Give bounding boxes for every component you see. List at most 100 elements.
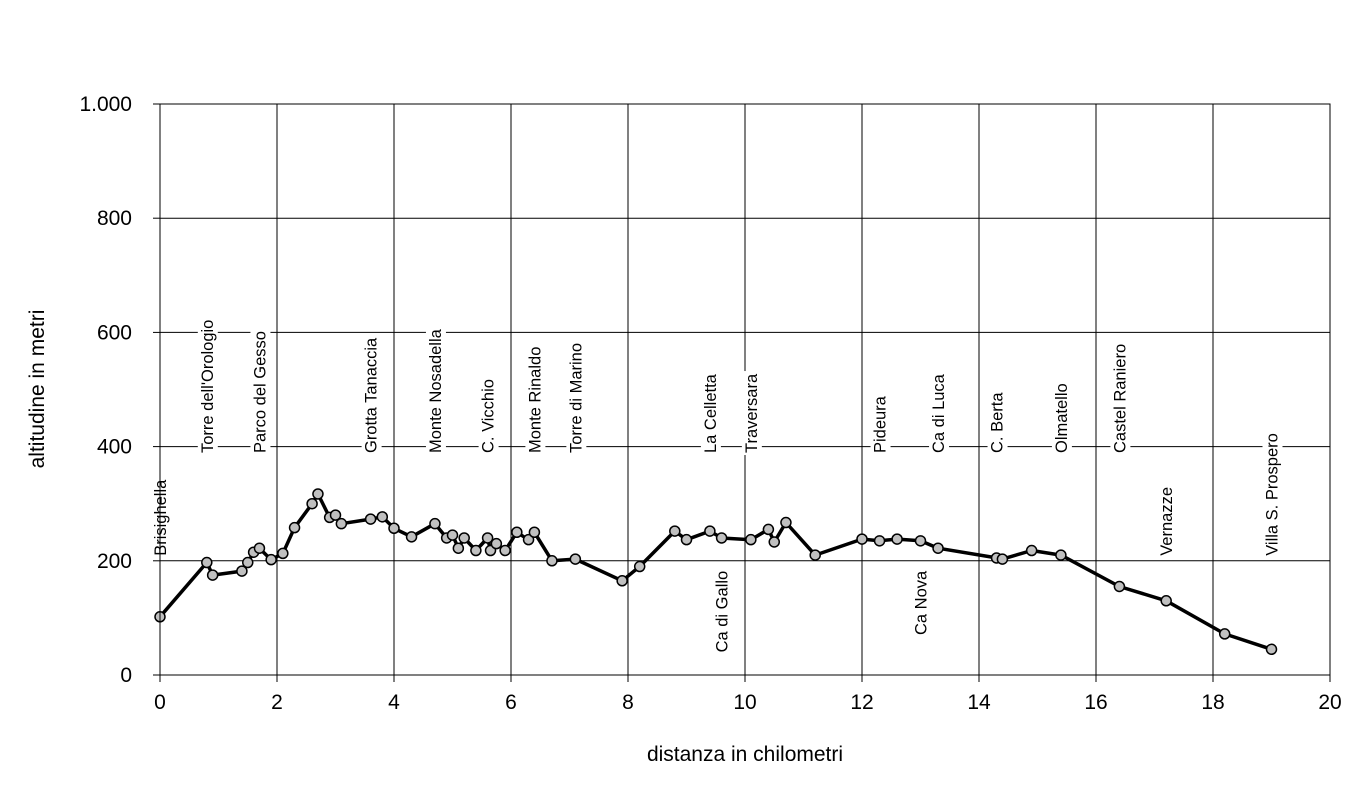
altitude-point: [364, 513, 377, 525]
altitude-line: [158, 492, 1273, 651]
y-tick-label: 0: [120, 664, 132, 687]
altitude-point: [388, 522, 400, 535]
altitude-point: [405, 531, 418, 543]
altitude-point: [680, 533, 693, 546]
place-label-text: Brisighella: [152, 479, 170, 556]
place-label-background: [987, 389, 1008, 456]
place-label: Parco del Gesso: [250, 329, 271, 456]
place-label: Pideura: [870, 393, 891, 456]
altitude-point: [236, 565, 248, 577]
place-label-background: [1262, 431, 1283, 558]
altitude-point: [446, 529, 459, 541]
altitude-point: [242, 556, 254, 569]
altitude-point: [1025, 544, 1038, 557]
place-labels: Brisighella Torre dell'Orologio Parco del …: [151, 317, 1283, 655]
place-label-background: [1157, 485, 1178, 558]
x-tick-label: 0: [154, 691, 166, 714]
place-label-text: C. Berta: [989, 392, 1007, 453]
altitude-point: [633, 560, 646, 573]
plot-frame: [159, 103, 1331, 676]
altitude-point: [452, 542, 465, 554]
altitude-point: [780, 516, 792, 529]
altitude-point: [458, 532, 470, 544]
place-label-text: Monte Rinaldo: [526, 347, 544, 453]
y-tick-label: 600: [97, 321, 132, 344]
place-label-background: [870, 393, 891, 456]
y-tick-label: 800: [97, 207, 132, 230]
place-label: Traversara: [741, 371, 762, 456]
altitude-point: [768, 536, 780, 548]
altitude-point: [201, 556, 213, 569]
altitude-point: [762, 523, 775, 536]
altitude-point: [704, 525, 716, 537]
place-label-background: [250, 329, 271, 456]
x-tick-label: 20: [1318, 691, 1341, 714]
x-tick-label: 12: [850, 691, 873, 714]
x-tick-label: 14: [967, 691, 991, 714]
altitude-point: [376, 511, 389, 523]
y-tick-label: 1.000: [79, 93, 132, 116]
place-label: C. Berta: [987, 389, 1008, 456]
altitude-point: [490, 537, 503, 550]
altitude-point: [996, 553, 1009, 565]
x-tick-label: 10: [733, 691, 756, 714]
place-label-background: [741, 371, 762, 456]
place-label-text: Ca di Gallo: [714, 571, 732, 653]
place-label-text: Traversara: [743, 373, 761, 453]
place-label: Torre di Marino: [566, 340, 587, 456]
place-label-text: Castel Raniero: [1111, 344, 1129, 453]
altitude-point: [253, 542, 266, 554]
x-tick-label: 6: [505, 691, 517, 714]
place-label-background: [361, 334, 382, 456]
y-axis-ticks: 0 200 400 600 800 1.000: [79, 93, 160, 687]
altitude-point: [499, 544, 511, 557]
place-label-text: Torre dell'Orologio: [199, 320, 217, 453]
place-label-background: [478, 377, 499, 456]
y-tick-label: 400: [97, 436, 132, 459]
place-label-text: Monte Nosadella: [427, 328, 445, 453]
place-label-text: Vernazze: [1158, 487, 1176, 556]
place-label: Ca di Luca: [929, 371, 950, 456]
altitude-point: [335, 517, 348, 530]
place-label-background: [911, 567, 932, 638]
x-tick-label: 18: [1201, 691, 1224, 714]
y-axis-title: altitudine in metri: [26, 310, 49, 469]
altitude-point: [528, 526, 541, 538]
place-label: Grotta Tanaccia: [361, 334, 382, 456]
place-label-text: Torre di Marino: [567, 343, 585, 453]
place-label: Monte Rinaldo: [525, 344, 546, 456]
place-label: La Celletta: [700, 371, 721, 456]
altitude-point: [511, 526, 523, 538]
y-tick-label: 200: [97, 550, 132, 573]
place-label: Vernazze: [1157, 485, 1178, 558]
x-axis-ticks: 0 2 4 6 8 10 12 14 16 18 20: [154, 675, 1342, 714]
altitude-point: [265, 553, 277, 566]
altitude-point: [329, 509, 342, 521]
place-label-background: [197, 317, 218, 456]
place-label-text: C. Vicchio: [480, 379, 498, 453]
altitude-point: [809, 549, 821, 561]
altitude-markers: [154, 488, 1278, 656]
altitude-point: [522, 533, 535, 546]
altitude-point: [715, 532, 728, 544]
place-label-text: Ca Nova: [913, 570, 931, 635]
altitude-point: [745, 533, 757, 546]
x-tick-label: 4: [388, 691, 400, 714]
place-label-background: [700, 371, 721, 456]
altitude-point: [1160, 595, 1172, 607]
altitude-point: [873, 535, 886, 547]
place-label-text: Ca di Luca: [930, 373, 948, 453]
altitude-point: [277, 547, 289, 560]
altitude-point: [1055, 549, 1067, 561]
altitude-point: [470, 544, 482, 557]
altitude-point: [206, 569, 219, 581]
place-label: Torre dell'Orologio: [197, 317, 218, 456]
altitude-point: [932, 542, 944, 554]
altitude-point: [891, 533, 903, 545]
place-label-background: [566, 340, 587, 456]
place-label: Villa S. Prospero: [1262, 431, 1283, 558]
altitude-point: [856, 533, 868, 545]
place-label-background: [1051, 381, 1072, 456]
altitude-point: [306, 497, 318, 510]
